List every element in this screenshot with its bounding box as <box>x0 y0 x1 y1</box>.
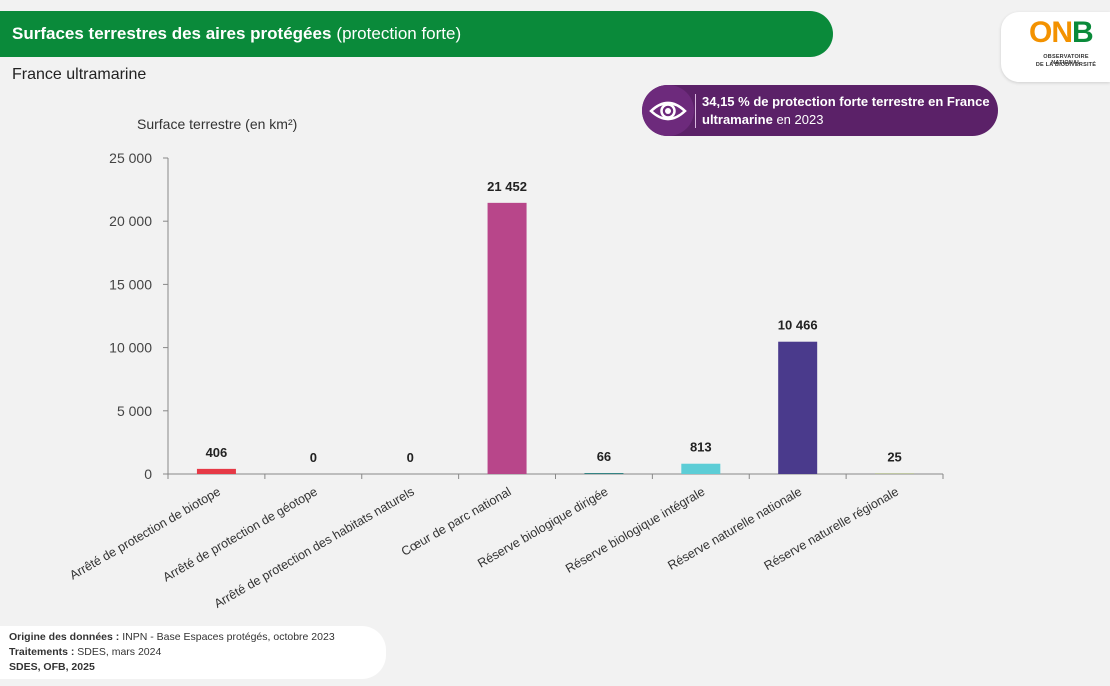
y-tick-label: 10 000 <box>109 340 152 356</box>
chart-subtitle: France ultramarine <box>12 66 147 83</box>
source-credit: SDES, OFB, 2025 <box>9 661 95 673</box>
bar <box>584 473 624 474</box>
x-tick-label: Arrêté de protection de géotope <box>161 484 320 584</box>
data-label: 813 <box>690 440 712 455</box>
bar <box>487 202 527 474</box>
x-tick-label: Arrêté de protection des habitats nature… <box>212 484 417 610</box>
source-origin: Origine des données : INPN - Base Espace… <box>9 631 335 643</box>
y-tick-label: 20 000 <box>109 213 152 229</box>
sources-panel: Origine des données : INPN - Base Espace… <box>0 626 386 679</box>
callout-text: 34,15 % de protection forte terrestre en… <box>702 93 992 129</box>
bar <box>681 463 721 474</box>
callout-year: 2023 <box>794 112 824 127</box>
y-axis-label: Surface terrestre (en km²) <box>137 116 297 132</box>
y-tick-label: 0 <box>144 466 152 482</box>
bar <box>196 468 236 474</box>
chart-bars: 406 0 0 21 452 66 813 10 466 25 <box>196 179 915 474</box>
data-label: 0 <box>310 450 317 465</box>
data-label: 406 <box>206 445 228 460</box>
bar <box>778 341 818 474</box>
data-label: 21 452 <box>487 179 527 194</box>
y-tick-label: 15 000 <box>109 276 152 292</box>
y-tick-label: 5 000 <box>117 403 152 419</box>
highlight-callout: 34,15 % de protection forte terrestre en… <box>642 85 998 136</box>
chart-title-qualifier: (protection forte) <box>336 24 462 43</box>
data-label: 25 <box>887 450 901 465</box>
data-label: 66 <box>597 449 611 464</box>
logo-line-1: OBSERVATOIRE NATIONAL <box>1043 54 1089 66</box>
title-bar: Surfaces terrestres des aires protégées … <box>0 11 833 57</box>
callout-connector: en <box>776 112 791 127</box>
onb-logo: ONB OBSERVATOIRE NATIONAL DE LA BIODIVER… <box>1001 12 1110 82</box>
logo-line-2: DE LA BIODIVERSITÉ <box>1035 62 1097 68</box>
logo-wordmark: ONB <box>1029 16 1094 49</box>
data-label: 10 466 <box>778 318 818 333</box>
chart-title: Surfaces terrestres des aires protégées <box>12 24 332 43</box>
callout-divider <box>695 94 696 128</box>
eye-icon <box>642 85 694 136</box>
x-tick-label: Arrêté de protection de biotope <box>67 484 223 582</box>
callout-highlight: 34,15 % de protection forte terrestre en… <box>702 94 990 127</box>
data-label: 0 <box>407 450 414 465</box>
source-processing: Traitements : SDES, mars 2024 <box>9 646 162 658</box>
y-tick-label: 25 000 <box>109 150 152 166</box>
